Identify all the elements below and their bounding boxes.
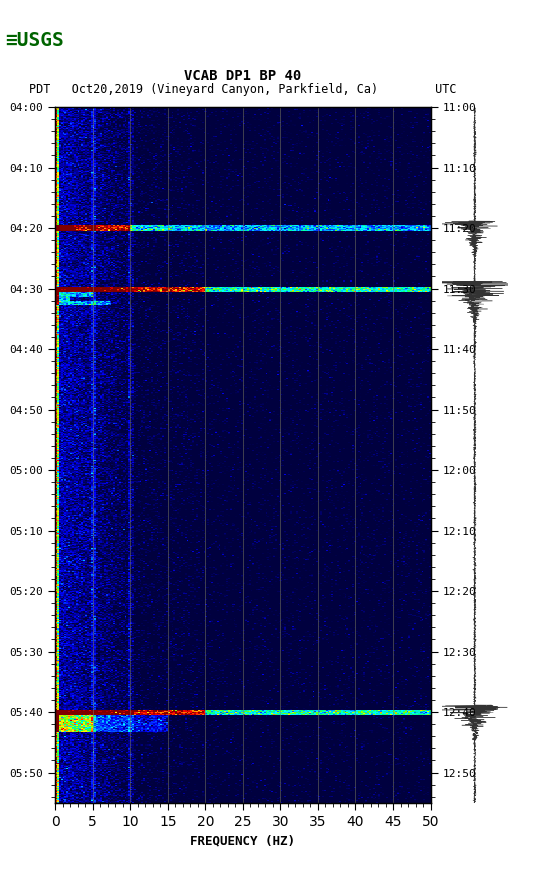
Text: VCAB DP1 BP 40: VCAB DP1 BP 40	[184, 69, 301, 83]
X-axis label: FREQUENCY (HZ): FREQUENCY (HZ)	[190, 834, 295, 847]
Text: PDT   Oct20,2019 (Vineyard Canyon, Parkfield, Ca)        UTC: PDT Oct20,2019 (Vineyard Canyon, Parkfie…	[29, 83, 457, 95]
Text: ≡USGS: ≡USGS	[6, 31, 64, 50]
